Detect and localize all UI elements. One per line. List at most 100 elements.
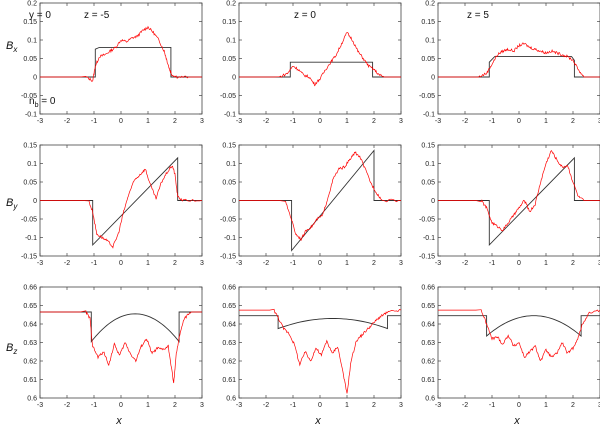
x-tick-label: -3 [37,260,43,267]
x-tick-label: 3 [399,118,403,125]
x-tick-label: 0 [318,118,322,125]
model-curve [40,156,202,247]
y-tick-label: 0.1 [226,38,236,45]
y-tick-label: 0.62 [222,359,236,366]
x-tick-label: -2 [462,118,468,125]
x-tick-label: -1 [489,260,495,267]
y-tick-label: 0.61 [421,377,435,384]
model-curve [438,56,600,78]
y-tick-label: 0.63 [23,340,37,347]
x-tick-label: -1 [91,260,97,267]
y-tick-label: 0.05 [222,180,236,187]
row-label-by: By [6,197,18,211]
y-tick-label: 0.64 [23,322,37,329]
x-tick-label: 2 [571,402,575,409]
x-tick-label: -2 [64,260,70,267]
x-tick-label: 0 [119,260,123,267]
x-tick-label: -3 [435,118,441,125]
model-curve [239,149,401,252]
y-tick-label: 0.65 [23,303,37,310]
simulation-curve [438,309,600,362]
y-tick-label: 0.15 [222,143,236,150]
y-tick-label: 0.1 [226,161,236,168]
y-tick-label: 0.2 [226,1,236,8]
x-tick-label: 1 [544,118,548,125]
x-tick-label: -3 [435,260,441,267]
panel-9: 0.66 0.65 0.64 0.63 0.62 0.61 0.6-3 -2 -1 0 1 2 3 [421,285,600,409]
y-tick-label: 0 [431,198,435,205]
y-tick-label: 0.63 [421,340,435,347]
y-tick-label: -0.1 [423,235,435,242]
x-tick-label: 3 [598,260,600,267]
x-axis-label-col-2: x [314,415,321,427]
annotation-z-panel-1: z = -5 [84,10,110,21]
y-tick-label: -0.05 [21,93,37,100]
x-tick-label: 1 [146,402,150,409]
y-tick-label: -0.15 [220,254,236,261]
x-tick-label: 2 [173,402,177,409]
panel-4: 0.15 0.1 0.05 0 -0.05 -0.1 -0.15-3 -2 -1 0 1 2 3 [21,143,204,268]
y-tick-label: -0.1 [25,235,37,242]
y-tick-label: 0 [431,75,435,82]
x-axis-label-col-3: x [513,415,520,427]
panel-frame [39,286,203,399]
x-tick-label: -2 [462,402,468,409]
y-tick-label: -0.1 [423,112,435,119]
x-tick-label: -3 [236,260,242,267]
x-tick-label: 2 [571,118,575,125]
y-tick-label: 0.65 [222,303,236,310]
x-tick-label: -2 [462,260,468,267]
y-tick-label: -0.05 [419,217,435,224]
panel-7: 0.66 0.65 0.64 0.63 0.62 0.61 0.6-3 -2 -1 0 1 2 3 [23,285,204,410]
y-tick-label: 0.64 [421,322,435,329]
x-tick-label: 1 [544,260,548,267]
x-tick-label: 3 [200,118,204,125]
y-tick-label: -0.05 [21,217,37,224]
y-tick-label: 0.62 [421,359,435,366]
x-tick-label: 3 [399,402,403,409]
simulation-curve [239,32,401,87]
y-tick-label: 0.15 [222,19,236,26]
panels-layer: 0.20.150.10.050-0.05-0.1-3 -2 -1 0 1 2 30.20.1… [21,1,600,410]
y-tick-label: 0.66 [23,285,37,292]
y-tick-label: 0.6 [425,396,435,403]
panel-3: 0.2 0.15 0.1 0.05 0 -0.05 -0.1-3 -2 -1 0 1 2 3 [419,1,600,125]
simulation-curve [239,308,402,394]
x-tick-label: -3 [236,402,242,409]
model-curve [438,315,600,337]
y-tick-label: 0.65 [421,303,435,310]
y-tick-label: -0.15 [419,254,435,261]
x-tick-label: 3 [200,260,204,267]
y-tick-label: 0.15 [23,19,37,26]
simulation-curve [40,310,202,384]
x-tick-label: -2 [64,118,70,125]
y-tick-label: 0 [232,75,236,82]
x-tick-label: -1 [290,402,296,409]
x-tick-label: 0 [119,118,123,125]
x-tick-label: 1 [345,118,349,125]
x-tick-label: 0 [318,260,322,267]
x-tick-label: 3 [200,402,204,409]
y-tick-label: 0.62 [23,359,37,366]
x-tick-label: 2 [372,402,376,409]
annotation-y-equals-0: y = 0 [29,10,51,21]
y-tick-label: 0.66 [222,285,236,292]
simulation-curve [40,165,203,249]
y-tick-label: -0.1 [25,112,37,119]
x-tick-label: -1 [489,402,495,409]
panel-8: 0.66 0.65 0.64 0.63 0.62 0.61 0.6-3 -2 -1 0 1 2 3 [222,285,403,410]
x-tick-label: -3 [37,402,43,409]
y-tick-label: 0.05 [222,56,236,63]
row-label-bx: Bx [6,40,18,54]
x-tick-label: 2 [372,260,376,267]
x-tick-label: -2 [263,260,269,267]
panel-6: 0.15 0.1 0.05 0 -0.05 -0.1 -0.15-3 -2 -1 0 1 2 3 [419,143,600,267]
x-tick-label: -1 [91,118,97,125]
x-tick-label: -1 [290,118,296,125]
x-tick-label: 0 [517,402,521,409]
y-tick-label: 0.05 [23,180,37,187]
x-tick-label: 1 [345,260,349,267]
y-tick-label: -0.05 [220,217,236,224]
y-tick-label: -0.1 [224,112,236,119]
y-tick-label: 0.05 [421,180,435,187]
